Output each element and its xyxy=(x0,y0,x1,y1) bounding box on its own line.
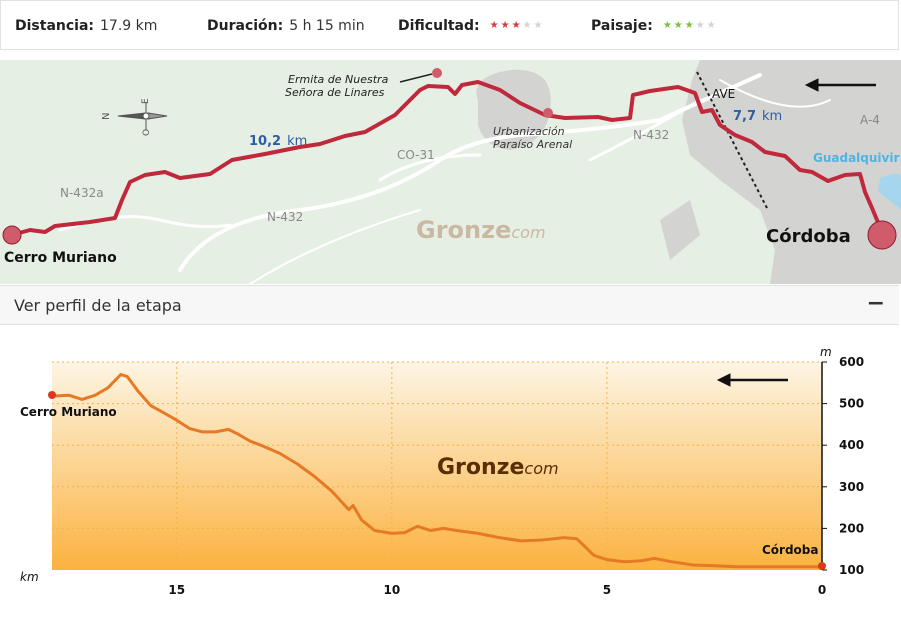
urbanization-label-line1: Urbanización xyxy=(493,125,565,138)
duration-stat: Duración: 5 h 15 min xyxy=(207,18,365,34)
end-label: Córdoba xyxy=(766,226,851,247)
ermita-label-line1: Ermita de Nuestra xyxy=(288,73,389,86)
y-tick-label: 300 xyxy=(839,480,864,494)
road-label-n432-right: N-432 xyxy=(633,128,669,142)
urbanization-marker[interactable] xyxy=(543,108,553,118)
rail-label-ave: AVE xyxy=(712,87,735,101)
segment1-number: 10,2 xyxy=(249,134,281,149)
star-empty-icon: ★ xyxy=(695,20,707,31)
end-marker[interactable] xyxy=(867,220,897,250)
segment2-unit: km xyxy=(762,109,782,124)
duration-value: 5 h 15 min xyxy=(289,18,365,34)
map-watermark: Gronzecom xyxy=(416,216,546,244)
segment2-distance: 7,7 km xyxy=(733,109,782,124)
distance-value: 17.9 km xyxy=(100,18,158,34)
map-watermark-main: Gronze xyxy=(416,216,511,244)
profile-watermark-sub: com xyxy=(524,459,558,478)
ermita-label-line2: Señora de Linares xyxy=(285,86,385,99)
compass-n-label: N xyxy=(101,113,112,120)
distance-label: Distancia: xyxy=(15,18,95,34)
y-tick-label: 100 xyxy=(839,563,864,577)
star-empty-icon: ★ xyxy=(706,20,718,31)
scenery-rating-stars: ★★★★★ xyxy=(663,20,718,31)
stage-stats-bar: Distancia: 17.9 km Duración: 5 h 15 min Di… xyxy=(0,0,899,50)
star-empty-icon: ★ xyxy=(522,20,534,31)
start-point-marker xyxy=(48,391,56,399)
river-label: Guadalquivir xyxy=(813,151,899,165)
urban-patch xyxy=(660,200,700,260)
profile-start-label: Cerro Muriano xyxy=(20,405,117,419)
map-watermark-sub: com xyxy=(511,223,545,242)
x-tick-label: 15 xyxy=(168,583,185,597)
profile-title: Ver perfil de la etapa xyxy=(14,296,182,315)
route-map[interactable]: N E O Cerro Muriano Córdoba Ermita de Nu… xyxy=(0,60,901,284)
road-label-co31: CO-31 xyxy=(397,148,435,162)
x-tick-label: 5 xyxy=(603,583,611,597)
segment1-distance: 10,2 km xyxy=(249,134,307,149)
scenery-label: Paisaje: xyxy=(591,18,653,34)
profile-watermark-main: Gronze xyxy=(437,455,524,480)
start-label: Cerro Muriano xyxy=(4,250,117,266)
segment2-number: 7,7 xyxy=(733,109,756,124)
elevation-line xyxy=(51,373,822,569)
x-axis-unit-label: km xyxy=(20,570,39,584)
direction-arrow-icon xyxy=(804,78,876,92)
star-filled-icon: ★ xyxy=(511,20,523,31)
route-line xyxy=(11,80,884,237)
road-label-n432a: N-432a xyxy=(60,186,104,200)
star-filled-icon: ★ xyxy=(673,20,685,31)
elevation-chart: 100 200 300 400 500 600 15 10 5 0 Cerro Muriano C… xyxy=(20,345,864,597)
star-filled-icon: ★ xyxy=(662,20,674,31)
route-map-canvas: N E O Cerro Muriano Córdoba Ermita de Nu… xyxy=(2,60,901,284)
y-axis-unit-label: m xyxy=(820,345,832,359)
distance-stat: Distancia: 17.9 km xyxy=(15,18,157,34)
plot-area xyxy=(52,362,822,570)
road-label-a4: A-4 xyxy=(860,113,880,127)
profile-watermark: Gronzecom xyxy=(437,455,559,480)
difficulty-label: Dificultad: xyxy=(398,18,480,34)
profile-end-label: Córdoba xyxy=(762,543,819,557)
start-marker[interactable] xyxy=(2,225,22,245)
y-tick-label: 400 xyxy=(839,438,864,452)
duration-label: Duración: xyxy=(207,18,284,34)
star-empty-icon: ★ xyxy=(533,20,545,31)
y-tick-label: 600 xyxy=(839,355,864,369)
ave-rail-line xyxy=(696,71,769,211)
end-point-marker xyxy=(818,562,826,570)
y-tick-label: 500 xyxy=(839,397,864,411)
star-filled-icon: ★ xyxy=(489,20,501,31)
urbanization-label-line2: Paraíso Arenal xyxy=(493,138,572,151)
difficulty-rating-stars: ★★★★★ xyxy=(490,20,545,31)
river-guadalquivir xyxy=(878,174,901,210)
star-filled-icon: ★ xyxy=(500,20,512,31)
ermita-leader-line xyxy=(399,73,433,83)
segment1-unit: km xyxy=(287,134,307,149)
x-tick-label: 10 xyxy=(383,583,400,597)
scenery-stat: Paisaje: ★★★★★ xyxy=(591,18,718,34)
compass-e-label: E xyxy=(141,98,151,104)
compass-icon xyxy=(117,102,168,130)
profile-direction-arrow-icon xyxy=(716,373,788,387)
collapse-button[interactable]: − xyxy=(866,291,885,316)
y-tick-label: 200 xyxy=(839,521,864,535)
star-filled-icon: ★ xyxy=(684,20,696,31)
ermita-marker[interactable] xyxy=(432,68,442,78)
compass-o-label: O xyxy=(142,129,152,136)
elevation-profile: 100 200 300 400 500 600 15 10 5 0 Cerro Muriano C… xyxy=(0,326,901,620)
road-label-n432-left: N-432 xyxy=(267,210,303,224)
profile-toggle-bar[interactable]: Ver perfil de la etapa − xyxy=(0,285,899,325)
difficulty-stat: Dificultad: ★★★★★ xyxy=(398,18,544,34)
x-tick-label: 0 xyxy=(818,583,826,597)
cordoba-urban-area xyxy=(682,60,901,284)
